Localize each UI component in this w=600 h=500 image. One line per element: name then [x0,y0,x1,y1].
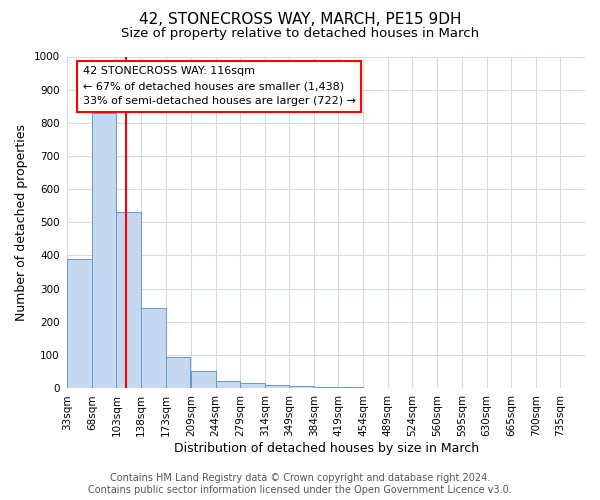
Bar [166,356,190,388]
Bar [191,372,215,388]
Text: 42 STONECROSS WAY: 116sqm
← 67% of detached houses are smaller (1,438)
33% of se: 42 STONECROSS WAY: 116sqm ← 67% of detac… [83,66,356,106]
Text: Contains HM Land Registry data © Crown copyright and database right 2024.
Contai: Contains HM Land Registry data © Crown c… [88,474,512,495]
Bar [116,212,141,388]
Text: Size of property relative to detached houses in March: Size of property relative to detached ho… [121,28,479,40]
Bar [215,382,240,388]
Text: 42, STONECROSS WAY, MARCH, PE15 9DH: 42, STONECROSS WAY, MARCH, PE15 9DH [139,12,461,28]
Bar [289,386,314,388]
Y-axis label: Number of detached properties: Number of detached properties [15,124,28,321]
Bar [265,385,289,388]
X-axis label: Distribution of detached houses by size in March: Distribution of detached houses by size … [173,442,479,455]
Bar [141,308,166,388]
Bar [314,387,338,388]
Bar [92,113,116,388]
Bar [240,383,265,388]
Bar [67,259,92,388]
